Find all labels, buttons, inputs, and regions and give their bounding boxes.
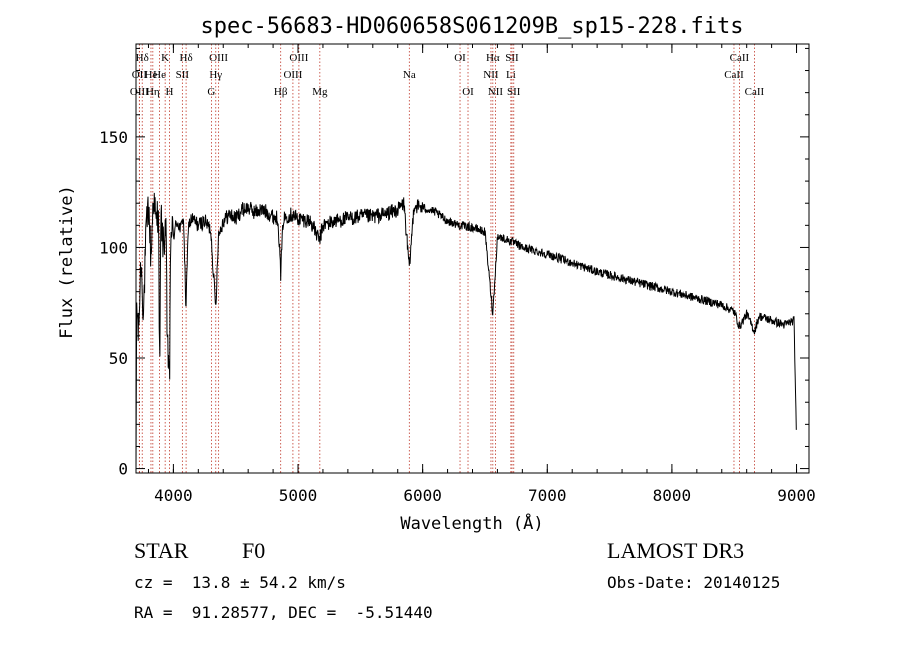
marker-label-17: Na	[403, 69, 416, 81]
spectrum-line	[135, 192, 797, 469]
marker-label-28: CaII	[745, 86, 765, 98]
marker-label-14: OIII	[289, 52, 308, 64]
axis-ticks: 4000 5000 6000 7000 8000 9000 0 50 100 150	[99, 44, 816, 505]
y-tick-label-0: 0	[118, 460, 128, 479]
marker-label-4: Hη	[146, 86, 160, 98]
marker-label-0: Hδ	[136, 52, 149, 64]
redshift-readout: cz = 13.8 ± 54.2 km/s	[134, 573, 346, 592]
x-tick-label-4000: 4000	[154, 486, 193, 505]
marker-label-18: OI	[454, 52, 466, 64]
obs-date-readout: Obs-Date: 20140125	[607, 573, 781, 592]
marker-label-23: SII	[505, 52, 519, 64]
marker-label-22: NII	[488, 86, 504, 98]
x-axis-label: Wavelength (Å)	[400, 512, 543, 534]
marker-label-13: Hβ	[274, 86, 288, 98]
marker-label-9: SII	[176, 69, 190, 81]
y-tick-label-50: 50	[109, 349, 128, 368]
marker-label-11: Hγ	[209, 69, 222, 81]
marker-label-26: CaII	[730, 52, 750, 64]
marker-label-16: Mg	[312, 86, 328, 98]
marker-label-20: Hα	[486, 52, 500, 64]
plot-frame	[135, 43, 810, 474]
object-class: STAR	[134, 538, 189, 563]
coordinates-readout: RA = 91.28577, DEC = -5.51440	[134, 603, 433, 622]
marker-label-5: K	[161, 52, 169, 64]
spectrum-series	[135, 192, 797, 469]
y-tick-label-150: 150	[99, 128, 128, 147]
marker-label-3: He	[145, 69, 158, 81]
marker-label-6: He	[153, 69, 166, 81]
chart-title: spec-56683-HD060658S061209B_sp15-228.fit…	[200, 14, 743, 39]
object-subclass: F0	[242, 538, 266, 563]
x-tick-label-6000: 6000	[403, 486, 442, 505]
marker-label-15: OIII	[283, 69, 302, 81]
marker-label-2: OIII	[130, 86, 149, 98]
x-tick-label-7000: 7000	[528, 486, 567, 505]
y-tick-label-100: 100	[99, 238, 128, 257]
x-tick-label-5000: 5000	[279, 486, 318, 505]
marker-label-24: Li	[506, 69, 516, 81]
marker-label-25: SII	[507, 86, 521, 98]
marker-label-27: CaII	[724, 69, 744, 81]
y-axis-label: Flux (relative)	[57, 185, 77, 339]
marker-label-21: NII	[483, 69, 499, 81]
marker-label-8: Hδ	[180, 52, 193, 64]
marker-label-7: H	[166, 86, 174, 98]
survey-name: LAMOST DR3	[607, 538, 745, 563]
x-tick-label-9000: 9000	[777, 486, 816, 505]
marker-label-10: OIII	[209, 52, 228, 64]
x-tick-label-8000: 8000	[653, 486, 692, 505]
marker-label-19: OI	[462, 86, 474, 98]
marker-label-12: G	[207, 86, 215, 98]
